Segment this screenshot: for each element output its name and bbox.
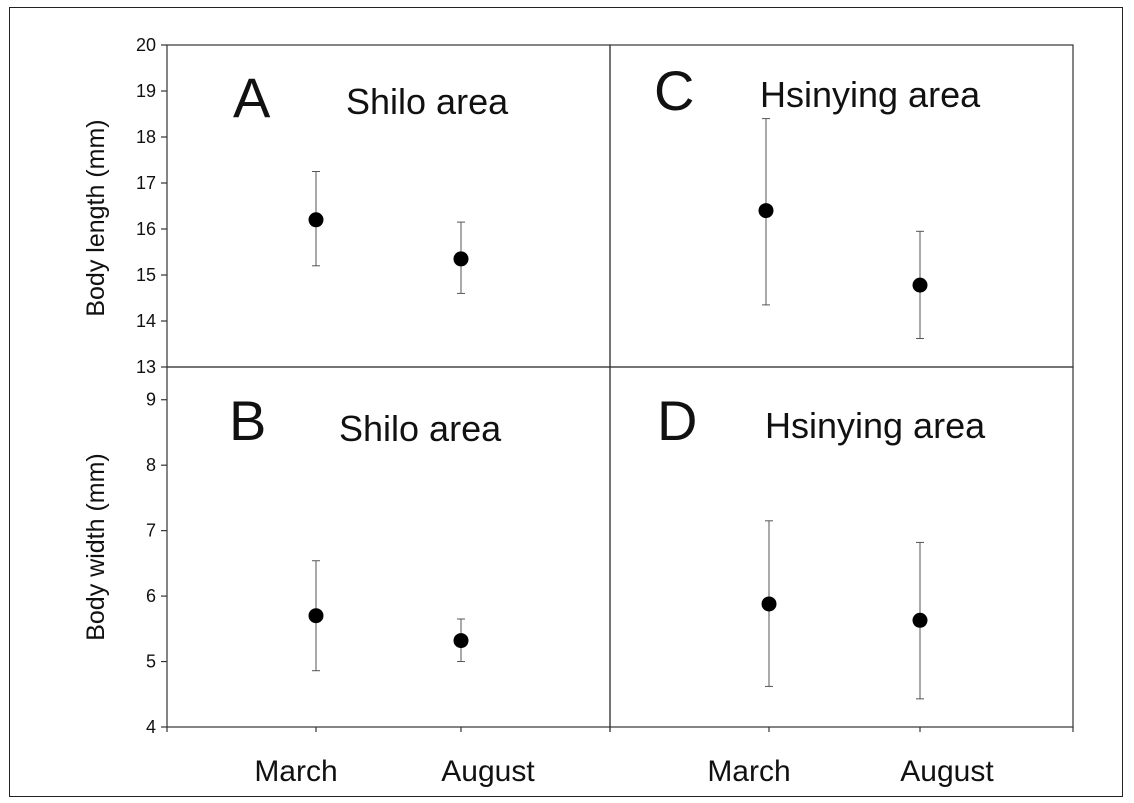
panel-c-data-point bbox=[912, 277, 928, 293]
panel-a-letter: A bbox=[233, 66, 271, 129]
panel-c-data-point bbox=[758, 203, 774, 219]
panel-b-y-tick-label: 5 bbox=[146, 652, 156, 672]
panel-d-data-point bbox=[912, 612, 928, 628]
panel-d-title: Hsinying area bbox=[765, 405, 986, 446]
panel-a-data-point bbox=[453, 251, 469, 267]
panel-c-title: Hsinying area bbox=[760, 74, 981, 115]
panel-a-y-tick-label: 18 bbox=[136, 127, 156, 147]
figure-frame bbox=[9, 7, 1123, 797]
panel-d-data-point bbox=[761, 596, 777, 612]
panel-b-y-tick-label: 4 bbox=[146, 717, 156, 737]
panel-a-y-axis-title: Body length (mm) bbox=[82, 119, 110, 316]
panel-b-y-tick-label: 8 bbox=[146, 455, 156, 475]
panel-b-letter: B bbox=[229, 389, 266, 452]
panel-d-frame bbox=[609, 366, 1074, 728]
panel-a-y-tick-label: 16 bbox=[136, 219, 156, 239]
panel-a-y-tick-label: 20 bbox=[136, 35, 156, 55]
panel-a-y-tick-label: 13 bbox=[136, 357, 156, 377]
panel-d-letter: D bbox=[657, 389, 697, 452]
panel-c-letter: C bbox=[654, 59, 694, 122]
panel-b-data-point bbox=[453, 633, 469, 649]
panel-a-y-tick-label: 19 bbox=[136, 81, 156, 101]
panel-b-title: Shilo area bbox=[339, 408, 502, 449]
panel-b-x-tick-label: August bbox=[441, 755, 535, 788]
panel-b-y-tick-label: 7 bbox=[146, 521, 156, 541]
panel-a-y-tick-label: 17 bbox=[136, 173, 156, 193]
panel-d-x-tick-label: March bbox=[707, 755, 790, 788]
panel-b-y-axis-title: Body width (mm) bbox=[82, 453, 110, 641]
panel-a-y-tick-label: 15 bbox=[136, 265, 156, 285]
panel-b-y-tick-label: 6 bbox=[146, 586, 156, 606]
panel-b-y-tick-label: 9 bbox=[146, 390, 156, 410]
panel-d-x-tick-label: August bbox=[900, 755, 994, 788]
panel-b-data-point bbox=[308, 608, 324, 624]
panel-a-y-tick-label: 14 bbox=[136, 311, 156, 331]
panel-b-x-tick-label: March bbox=[254, 755, 337, 788]
panel-a-title: Shilo area bbox=[346, 81, 509, 122]
panel-a-data-point bbox=[308, 212, 324, 228]
